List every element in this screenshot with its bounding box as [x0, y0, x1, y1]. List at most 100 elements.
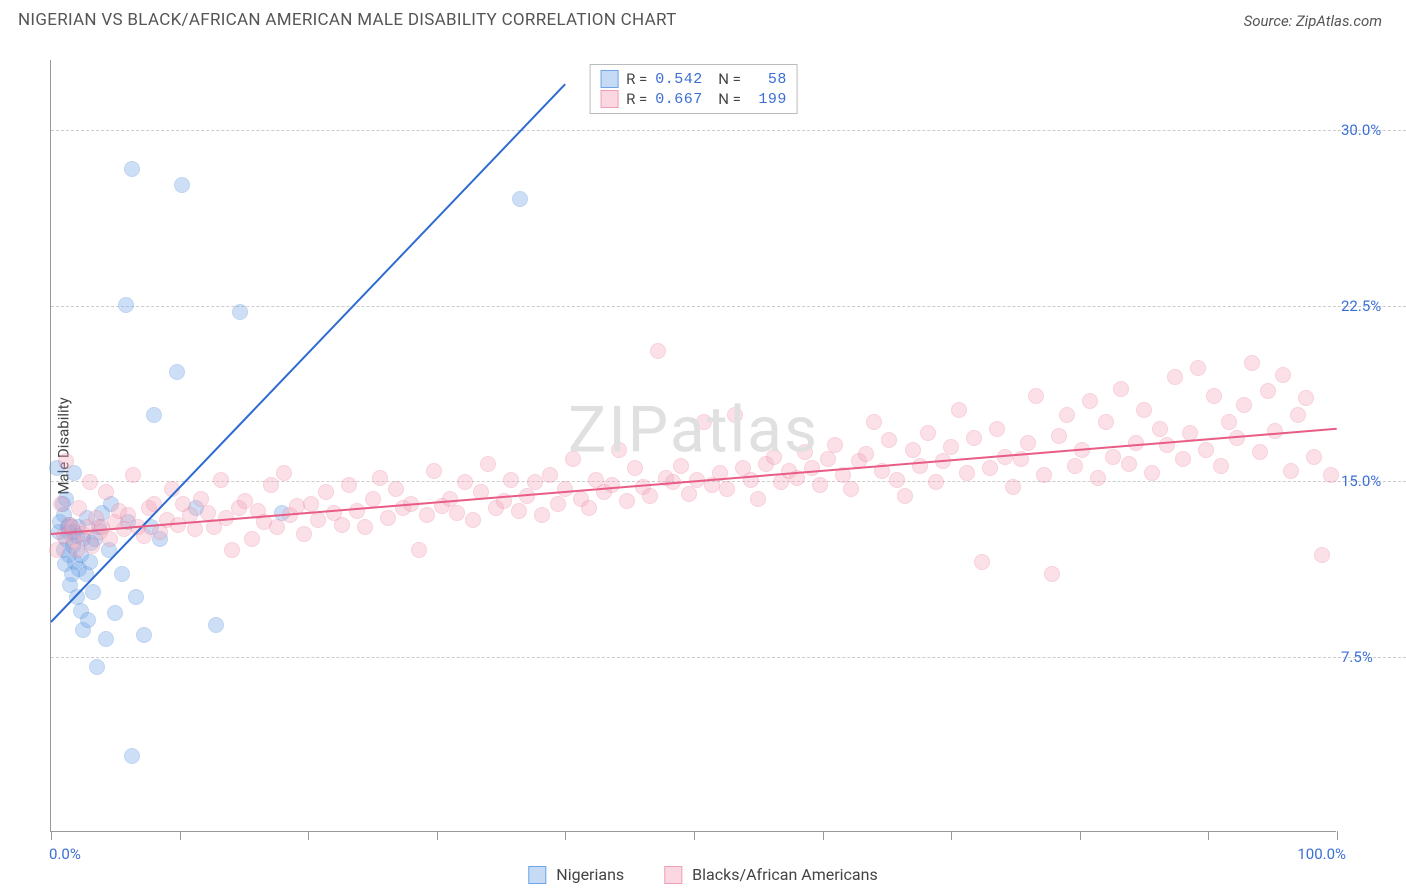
stat-r-label: R =: [626, 70, 647, 88]
scatter-point: [80, 612, 96, 628]
scatter-point: [232, 304, 248, 320]
scatter-point: [1136, 402, 1152, 418]
stat-r-value: 0.667: [655, 91, 703, 108]
scatter-point: [989, 421, 1005, 437]
scatter-point: [58, 453, 74, 469]
source-prefix: Source:: [1244, 12, 1296, 30]
chart-title: NIGERIAN VS BLACK/AFRICAN AMERICAN MALE …: [18, 10, 677, 30]
scatter-point: [642, 488, 658, 504]
scatter-point: [174, 177, 190, 193]
legend-item: Nigerians: [528, 865, 624, 884]
scatter-point: [512, 191, 528, 207]
scatter-point: [550, 496, 566, 512]
legend-swatch: [528, 866, 546, 884]
scatter-point: [1028, 388, 1044, 404]
scatter-point: [1044, 566, 1060, 582]
scatter-point: [419, 507, 435, 523]
legend-item: Blacks/African Americans: [664, 865, 878, 884]
scatter-point: [750, 491, 766, 507]
scatter-point: [673, 458, 689, 474]
scatter-point: [276, 465, 292, 481]
scatter-point: [812, 477, 828, 493]
scatter-point: [1306, 449, 1322, 465]
scatter-point: [1244, 355, 1260, 371]
scatter-point: [1198, 442, 1214, 458]
scatter-point: [719, 481, 735, 497]
y-tick-label: 15.0%: [1341, 472, 1396, 490]
scatter-point: [84, 538, 100, 554]
scatter-point: [372, 470, 388, 486]
scatter-point: [827, 437, 843, 453]
scatter-point: [318, 484, 334, 500]
scatter-point: [503, 472, 519, 488]
legend: Nigerians Blacks/African Americans: [528, 865, 877, 884]
scatter-point: [604, 477, 620, 493]
scatter-point: [102, 531, 118, 547]
scatter-point: [897, 488, 913, 504]
scatter-point: [565, 451, 581, 467]
gridline: [51, 306, 1406, 307]
legend-label: Blacks/African Americans: [692, 865, 878, 884]
scatter-point: [53, 496, 69, 512]
scatter-point: [146, 407, 162, 423]
scatter-point: [365, 491, 381, 507]
scatter-point: [349, 503, 365, 519]
scatter-point: [213, 472, 229, 488]
scatter-point: [1323, 467, 1339, 483]
scatter-point: [1298, 390, 1314, 406]
scatter-point: [1059, 407, 1075, 423]
scatter-point: [581, 500, 597, 516]
scatter-point: [889, 472, 905, 488]
stat-row: R =0.667 N = 199: [600, 89, 787, 109]
scatter-point: [1190, 360, 1206, 376]
scatter-point: [866, 414, 882, 430]
scatter-point: [959, 465, 975, 481]
scatter-point: [1036, 467, 1052, 483]
stat-r-label: R =: [626, 90, 647, 108]
scatter-point: [357, 519, 373, 535]
scatter-point: [1236, 397, 1252, 413]
scatter-point: [820, 451, 836, 467]
scatter-point: [920, 425, 936, 441]
scatter-point: [71, 500, 87, 516]
scatter-point: [1206, 388, 1222, 404]
scatter-point: [843, 481, 859, 497]
scatter-point: [334, 517, 350, 533]
scatter-point: [974, 554, 990, 570]
x-tick: [180, 831, 181, 840]
scatter-point: [1221, 414, 1237, 430]
stat-n-value: 58: [749, 71, 787, 88]
scatter-point: [1213, 458, 1229, 474]
source-name: ZipAtlas.com: [1296, 12, 1382, 30]
scatter-point: [49, 542, 65, 558]
correlation-stats-box: R =0.542 N = 58R =0.667 N = 199: [589, 64, 798, 114]
scatter-point: [905, 442, 921, 458]
scatter-point: [766, 449, 782, 465]
scatter-point: [465, 512, 481, 528]
scatter-point: [1113, 381, 1129, 397]
scatter-point: [1144, 465, 1160, 481]
scatter-point: [98, 484, 114, 500]
legend-swatch: [664, 866, 682, 884]
scatter-point: [296, 526, 312, 542]
scatter-point: [263, 477, 279, 493]
scatter-point: [208, 617, 224, 633]
scatter-point: [1105, 449, 1121, 465]
scatter-point: [1252, 444, 1268, 460]
scatter-point: [1152, 421, 1168, 437]
scatter-point: [943, 439, 959, 455]
stat-r-value: 0.542: [655, 71, 703, 88]
scatter-point: [951, 402, 967, 418]
stat-n-value: 199: [749, 91, 787, 108]
scatter-point: [1175, 451, 1191, 467]
scatter-point: [380, 510, 396, 526]
scatter-point: [1005, 479, 1021, 495]
scatter-point: [244, 531, 260, 547]
source-credit: Source: ZipAtlas.com: [1244, 11, 1382, 30]
x-tick: [1080, 831, 1081, 840]
scatter-point: [82, 474, 98, 490]
scatter-point: [527, 474, 543, 490]
scatter-point: [1283, 463, 1299, 479]
x-min-label: 0.0%: [49, 845, 81, 863]
y-tick-label: 30.0%: [1341, 121, 1396, 139]
